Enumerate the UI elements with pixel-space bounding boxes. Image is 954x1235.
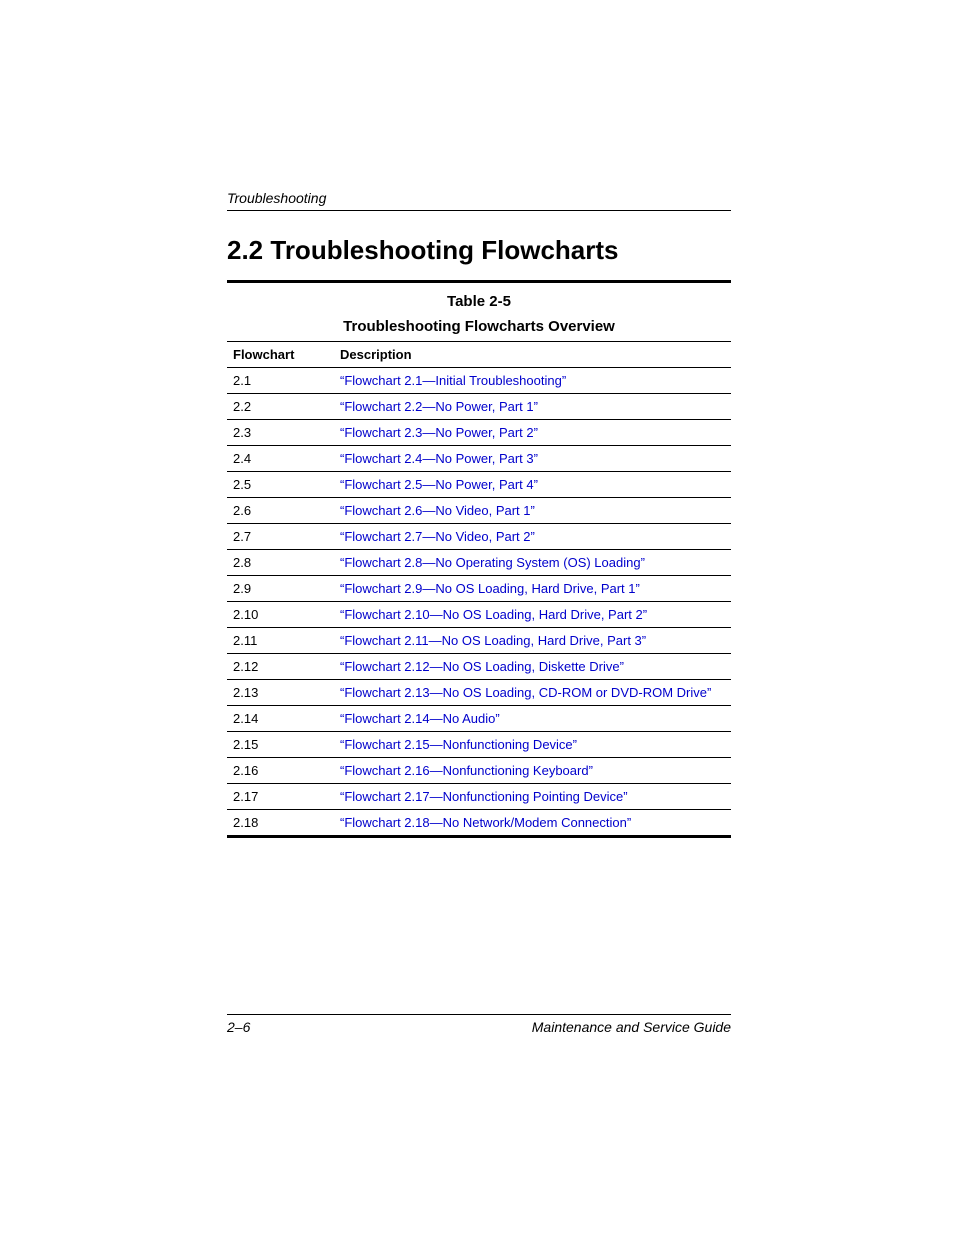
flowchart-description-cell: “Flowchart 2.4—No Power, Part 3” — [334, 446, 731, 472]
flowchart-link[interactable]: “Flowchart 2.11—No OS Loading, Hard Driv… — [340, 633, 646, 648]
flowchart-link[interactable]: “Flowchart 2.14—No Audio” — [340, 711, 500, 726]
table-row: 2.2 “Flowchart 2.2—No Power, Part 1” — [227, 394, 731, 420]
flowchart-id: 2.15 — [227, 732, 334, 758]
flowchart-description-cell: “Flowchart 2.16—Nonfunctioning Keyboard” — [334, 758, 731, 784]
table-row: 2.1 “Flowchart 2.1—Initial Troubleshootin… — [227, 368, 731, 394]
flowchart-id: 2.14 — [227, 706, 334, 732]
flowchart-id: 2.11 — [227, 628, 334, 654]
running-header: Troubleshooting — [227, 190, 731, 206]
table-row: 2.15 “Flowchart 2.15—Nonfunctioning Devic… — [227, 732, 731, 758]
flowchart-description-cell: “Flowchart 2.17—Nonfunctioning Pointing … — [334, 784, 731, 810]
flowchart-description-cell: “Flowchart 2.11—No OS Loading, Hard Driv… — [334, 628, 731, 654]
flowchart-description-cell: “Flowchart 2.8—No Operating System (OS) … — [334, 550, 731, 576]
flowchart-id: 2.10 — [227, 602, 334, 628]
flowchart-link[interactable]: “Flowchart 2.3—No Power, Part 2” — [340, 425, 538, 440]
flowchart-link[interactable]: “Flowchart 2.8—No Operating System (OS) … — [340, 555, 645, 570]
flowchart-id: 2.12 — [227, 654, 334, 680]
flowchart-description-cell: “Flowchart 2.10—No OS Loading, Hard Driv… — [334, 602, 731, 628]
table-row: 2.9 “Flowchart 2.9—No OS Loading, Hard Dr… — [227, 576, 731, 602]
flowchart-id: 2.13 — [227, 680, 334, 706]
table-row: 2.4 “Flowchart 2.4—No Power, Part 3” — [227, 446, 731, 472]
flowchart-link[interactable]: “Flowchart 2.5—No Power, Part 4” — [340, 477, 538, 492]
flowchart-description-cell: “Flowchart 2.18—No Network/Modem Connect… — [334, 810, 731, 837]
table-row: 2.7 “Flowchart 2.7—No Video, Part 2” — [227, 524, 731, 550]
table-row: 2.6 “Flowchart 2.6—No Video, Part 1” — [227, 498, 731, 524]
table-row: 2.16 “Flowchart 2.16—Nonfunctioning Keybo… — [227, 758, 731, 784]
section-title: 2.2 Troubleshooting Flowcharts — [227, 235, 731, 266]
flowchart-id: 2.7 — [227, 524, 334, 550]
flowchart-link[interactable]: “Flowchart 2.2—No Power, Part 1” — [340, 399, 538, 414]
flowchart-link[interactable]: “Flowchart 2.17—Nonfunctioning Pointing … — [340, 789, 628, 804]
flowchart-id: 2.8 — [227, 550, 334, 576]
flowchart-description-cell: “Flowchart 2.14—No Audio” — [334, 706, 731, 732]
footer-rule — [227, 1014, 731, 1015]
flowchart-link[interactable]: “Flowchart 2.15—Nonfunctioning Device” — [340, 737, 577, 752]
flowchart-link[interactable]: “Flowchart 2.7—No Video, Part 2” — [340, 529, 535, 544]
flowchart-id: 2.18 — [227, 810, 334, 837]
flowchart-description-cell: “Flowchart 2.1—Initial Troubleshooting” — [334, 368, 731, 394]
page-number: 2–6 — [227, 1019, 250, 1035]
table-caption: Table 2-5 Troubleshooting Flowcharts Ove… — [227, 283, 731, 341]
table-row: 2.14 “Flowchart 2.14—No Audio” — [227, 706, 731, 732]
table-title: Troubleshooting Flowcharts Overview — [227, 318, 731, 335]
flowchart-id: 2.6 — [227, 498, 334, 524]
flowchart-id: 2.3 — [227, 420, 334, 446]
table-row: 2.18 “Flowchart 2.18—No Network/Modem Con… — [227, 810, 731, 837]
col-header-description: Description — [334, 342, 731, 368]
header-rule — [227, 210, 731, 211]
table-row: 2.13 “Flowchart 2.13—No OS Loading, CD-RO… — [227, 680, 731, 706]
flowchart-description-cell: “Flowchart 2.5—No Power, Part 4” — [334, 472, 731, 498]
flowchart-id: 2.16 — [227, 758, 334, 784]
flowchart-link[interactable]: “Flowchart 2.10—No OS Loading, Hard Driv… — [340, 607, 647, 622]
table-header-row: Flowchart Description — [227, 342, 731, 368]
flowchart-description-cell: “Flowchart 2.6—No Video, Part 1” — [334, 498, 731, 524]
page-footer: 2–6 Maintenance and Service Guide — [227, 1014, 731, 1035]
flowchart-link[interactable]: “Flowchart 2.16—Nonfunctioning Keyboard” — [340, 763, 593, 778]
flowchart-description-cell: “Flowchart 2.15—Nonfunctioning Device” — [334, 732, 731, 758]
flowchart-id: 2.1 — [227, 368, 334, 394]
table-row: 2.11 “Flowchart 2.11—No OS Loading, Hard … — [227, 628, 731, 654]
table-row: 2.10 “Flowchart 2.10—No OS Loading, Hard … — [227, 602, 731, 628]
flowchart-link[interactable]: “Flowchart 2.9—No OS Loading, Hard Drive… — [340, 581, 640, 596]
flowchart-link[interactable]: “Flowchart 2.18—No Network/Modem Connect… — [340, 815, 631, 830]
flowchart-description-cell: “Flowchart 2.2—No Power, Part 1” — [334, 394, 731, 420]
table-row: 2.5 “Flowchart 2.5—No Power, Part 4” — [227, 472, 731, 498]
flowchart-description-cell: “Flowchart 2.7—No Video, Part 2” — [334, 524, 731, 550]
col-header-flowchart: Flowchart — [227, 342, 334, 368]
table-row: 2.17 “Flowchart 2.17—Nonfunctioning Point… — [227, 784, 731, 810]
flowchart-id: 2.5 — [227, 472, 334, 498]
flowchart-link[interactable]: “Flowchart 2.6—No Video, Part 1” — [340, 503, 535, 518]
flowchart-description-cell: “Flowchart 2.13—No OS Loading, CD-ROM or… — [334, 680, 731, 706]
flowchart-description-cell: “Flowchart 2.9—No OS Loading, Hard Drive… — [334, 576, 731, 602]
flowchart-id: 2.2 — [227, 394, 334, 420]
flowcharts-table: Flowchart Description 2.1 “Flowchart 2.1—… — [227, 341, 731, 838]
flowchart-description-cell: “Flowchart 2.3—No Power, Part 2” — [334, 420, 731, 446]
page: Troubleshooting 2.2 Troubleshooting Flow… — [0, 0, 954, 1235]
flowchart-link[interactable]: “Flowchart 2.1—Initial Troubleshooting” — [340, 373, 566, 388]
flowchart-link[interactable]: “Flowchart 2.13—No OS Loading, CD-ROM or… — [340, 685, 711, 700]
flowchart-id: 2.17 — [227, 784, 334, 810]
flowchart-id: 2.4 — [227, 446, 334, 472]
flowchart-link[interactable]: “Flowchart 2.4—No Power, Part 3” — [340, 451, 538, 466]
flowchart-id: 2.9 — [227, 576, 334, 602]
flowchart-description-cell: “Flowchart 2.12—No OS Loading, Diskette … — [334, 654, 731, 680]
table-row: 2.3 “Flowchart 2.3—No Power, Part 2” — [227, 420, 731, 446]
document-title: Maintenance and Service Guide — [532, 1019, 731, 1035]
table-row: 2.8 “Flowchart 2.8—No Operating System (O… — [227, 550, 731, 576]
table-row: 2.12 “Flowchart 2.12—No OS Loading, Diske… — [227, 654, 731, 680]
flowchart-link[interactable]: “Flowchart 2.12—No OS Loading, Diskette … — [340, 659, 624, 674]
table-number: Table 2-5 — [227, 293, 731, 310]
